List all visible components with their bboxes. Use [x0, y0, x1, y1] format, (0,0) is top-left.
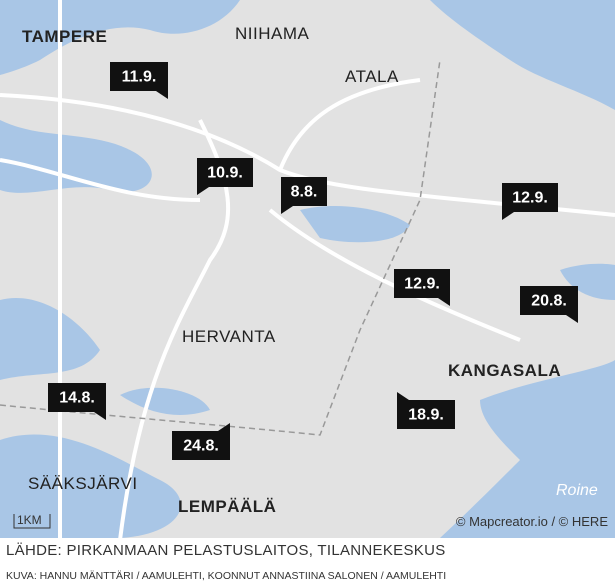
date-marker: 11.9.	[110, 62, 168, 99]
marker-label: 18.9.	[408, 407, 444, 424]
place-label: KANGASALA	[448, 361, 561, 380]
marker-box	[281, 177, 327, 206]
marker-label: 11.9.	[122, 69, 157, 86]
marker-box	[502, 183, 558, 212]
date-marker: 24.8.	[172, 423, 230, 460]
marker-label: 20.8.	[531, 293, 567, 310]
attribution: © Mapcreator.io / © HERE	[456, 514, 608, 529]
place-label: ATALA	[345, 67, 399, 86]
marker-box	[397, 400, 455, 429]
place-label: TAMPERE	[22, 27, 107, 46]
water	[0, 0, 615, 538]
marker-tail	[438, 298, 450, 306]
marker-label: 10.9.	[207, 165, 243, 182]
marker-box	[48, 383, 106, 412]
marker-tail	[94, 412, 106, 420]
marker-tail	[197, 187, 209, 195]
scale-label: 1KM	[17, 513, 42, 527]
water-label: Roine	[556, 482, 598, 499]
boundary	[0, 59, 441, 436]
date-marker: 10.9.	[197, 158, 253, 195]
marker-label: 24.8.	[183, 438, 219, 455]
marker-label: 12.9.	[404, 276, 440, 293]
marker-box	[110, 62, 168, 91]
marker-tail	[397, 392, 409, 400]
marker-tail	[502, 212, 514, 220]
source: LÄHDE: PIRKANMAAN PELASTUSLAITOS, TILANN…	[6, 542, 446, 559]
date-marker: 12.9.	[502, 183, 558, 220]
map: TAMPERE NIIHAMA ATALA HERVANTA KANGASALA SÄÄK…	[0, 0, 615, 540]
date-marker: 12.9.	[394, 269, 450, 306]
marker-tail	[566, 315, 578, 323]
marker-label: 12.9.	[512, 190, 548, 207]
marker-tail	[281, 206, 293, 214]
marker-label: 14.8.	[59, 390, 95, 407]
credit: KUVA: HANNU MÄNTTÄRI / AAMULEHTI, KOONNU…	[6, 570, 447, 582]
marker-tail	[218, 423, 230, 431]
place-label: HERVANTA	[182, 327, 276, 346]
marker-box	[197, 158, 253, 187]
marker-box	[520, 286, 578, 315]
marker-box	[172, 431, 230, 460]
date-marker: 8.8.	[281, 177, 327, 214]
scale-bar: 1KM	[13, 513, 51, 529]
marker-box	[394, 269, 450, 298]
place-label: NIIHAMA	[235, 24, 310, 43]
date-marker: 18.9.	[397, 392, 455, 429]
date-marker: 20.8.	[520, 286, 578, 323]
marker-label: 8.8.	[291, 184, 318, 201]
place-label: LEMPÄÄLÄ	[178, 497, 276, 516]
date-marker: 14.8.	[48, 383, 106, 420]
place-label: SÄÄKSJÄRVI	[28, 474, 138, 493]
marker-tail	[156, 91, 168, 99]
